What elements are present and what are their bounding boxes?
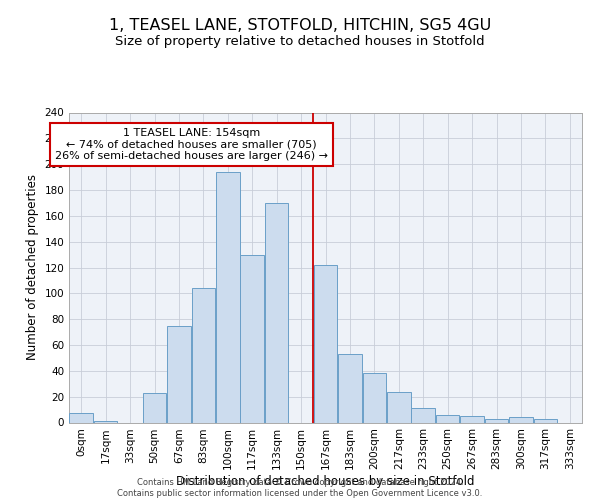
Bar <box>191 288 215 422</box>
Y-axis label: Number of detached properties: Number of detached properties <box>26 174 39 360</box>
Bar <box>94 421 118 422</box>
Bar <box>143 393 166 422</box>
Bar <box>387 392 410 422</box>
X-axis label: Distribution of detached houses by size in Stotfold: Distribution of detached houses by size … <box>176 475 475 488</box>
Bar <box>314 265 337 422</box>
Bar <box>509 418 533 422</box>
Bar <box>70 414 93 422</box>
Bar <box>362 374 386 422</box>
Bar <box>338 354 362 422</box>
Bar <box>460 416 484 422</box>
Bar <box>216 172 239 422</box>
Bar <box>436 415 460 422</box>
Text: Contains HM Land Registry data © Crown copyright and database right 2024.
Contai: Contains HM Land Registry data © Crown c… <box>118 478 482 498</box>
Text: Size of property relative to detached houses in Stotfold: Size of property relative to detached ho… <box>115 35 485 48</box>
Bar <box>241 254 264 422</box>
Text: 1, TEASEL LANE, STOTFOLD, HITCHIN, SG5 4GU: 1, TEASEL LANE, STOTFOLD, HITCHIN, SG5 4… <box>109 18 491 32</box>
Bar <box>412 408 435 422</box>
Bar <box>265 203 289 422</box>
Bar <box>485 418 508 422</box>
Bar <box>167 326 191 422</box>
Text: 1 TEASEL LANE: 154sqm
← 74% of detached houses are smaller (705)
26% of semi-det: 1 TEASEL LANE: 154sqm ← 74% of detached … <box>55 128 328 161</box>
Bar <box>533 418 557 422</box>
